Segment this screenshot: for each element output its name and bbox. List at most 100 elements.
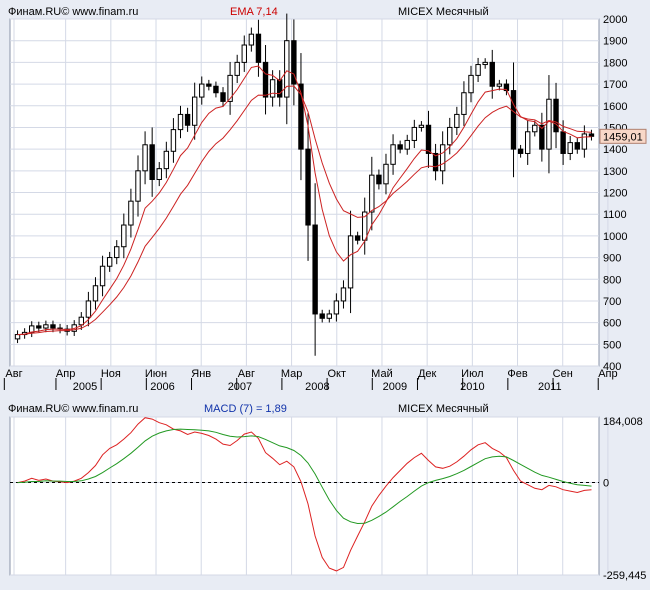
price-y-tick-label: 1400 <box>603 144 627 156</box>
candle <box>78 312 85 330</box>
candle <box>284 13 290 125</box>
candle-body <box>220 92 226 102</box>
candle <box>234 54 240 83</box>
candle-body <box>43 324 49 329</box>
candle-body <box>482 61 488 66</box>
x-month-label: Окт <box>328 368 347 380</box>
candle <box>319 309 325 323</box>
top-instrument-label: MICEX Месячный <box>398 6 489 18</box>
candle-body <box>546 98 552 150</box>
candle <box>383 153 389 195</box>
candle <box>532 120 538 137</box>
candle <box>524 120 531 165</box>
candle-body <box>425 124 432 154</box>
bottom-indicator-label: MACD (7) = 1,89 <box>204 403 287 415</box>
candle <box>468 65 474 103</box>
candle-body <box>170 129 177 152</box>
candle-body <box>439 144 446 172</box>
candle-body <box>255 33 262 63</box>
candle <box>142 131 148 185</box>
ema-fast-line <box>17 65 592 336</box>
candle-body <box>177 113 184 131</box>
candle-body <box>135 170 141 202</box>
price-y-axis: 4005006007008009001000110012001300140015… <box>603 14 627 373</box>
candle-body <box>418 124 425 128</box>
candle <box>36 321 42 333</box>
candle <box>567 136 573 161</box>
candle-body <box>326 313 332 319</box>
candle <box>85 291 92 327</box>
candle-body <box>291 40 297 85</box>
candle-body <box>468 74 474 94</box>
candle <box>326 309 332 323</box>
candle <box>447 117 453 155</box>
candle-body <box>567 142 573 154</box>
candle-body <box>163 150 170 170</box>
candle <box>170 118 177 163</box>
candle-body <box>397 144 403 150</box>
candle <box>305 113 311 261</box>
candle-body <box>524 131 531 154</box>
candle-body <box>496 83 503 87</box>
candle-body <box>85 300 92 318</box>
candle-body <box>404 139 410 150</box>
price-y-tick-label: 1300 <box>603 166 627 178</box>
time-x-axis: Авг Апр Ноя Июн Янв Авг Мар Окт Май Дек Июл Фев Сен А… <box>3 368 618 393</box>
candle <box>43 320 49 333</box>
x-year-label: 2011 <box>538 381 562 393</box>
candle-body <box>114 246 120 259</box>
candle-body <box>227 74 233 102</box>
candle <box>546 75 552 174</box>
candle <box>114 240 120 265</box>
last-price-badge-box <box>599 128 647 144</box>
candle-body <box>447 126 453 146</box>
candle-body <box>262 61 269 98</box>
x-month-label: Дек <box>418 368 437 380</box>
x-month-label: Июн <box>145 368 167 380</box>
candle-body <box>532 124 538 133</box>
candle <box>312 183 318 356</box>
macd-line <box>17 417 592 572</box>
price-y-tick-label: 700 <box>603 296 621 308</box>
candle-body <box>50 324 56 329</box>
candle-body <box>461 92 467 115</box>
candle <box>482 58 488 69</box>
candle-body <box>390 144 396 165</box>
candle <box>454 106 460 136</box>
candle-body <box>269 79 276 98</box>
top-indicator-label: EMA 7,14 <box>230 6 278 18</box>
candle <box>347 210 354 314</box>
macd-ymin-label: -259,445 <box>603 570 646 582</box>
candle <box>135 155 141 217</box>
candle-body <box>581 133 588 150</box>
candle <box>517 144 524 158</box>
candle-body <box>340 287 347 302</box>
candle-body <box>184 113 191 126</box>
candle-body <box>199 83 205 98</box>
candle-body <box>369 174 375 213</box>
candle <box>92 277 99 310</box>
macd-ymax-label: 184,008 <box>603 416 643 428</box>
candle-body <box>376 174 382 185</box>
candle-body <box>149 144 155 180</box>
macd-plot-area[interactable] <box>9 416 600 576</box>
candle <box>220 87 226 108</box>
price-y-tick-label: 1800 <box>603 57 627 69</box>
candle <box>539 112 545 162</box>
candle-body <box>248 33 255 46</box>
candle <box>206 79 212 91</box>
candle-body <box>319 313 325 319</box>
candle-body <box>284 40 290 98</box>
x-month-label: Апр <box>598 368 617 380</box>
candle-body <box>454 113 460 128</box>
candle <box>340 280 347 309</box>
candle <box>432 143 439 181</box>
candle <box>184 107 191 132</box>
candle <box>156 162 162 187</box>
candle <box>376 169 382 190</box>
price-y-tick-label: 1900 <box>603 36 627 48</box>
x-year-label: 2006 <box>150 381 174 393</box>
candle <box>581 125 588 158</box>
price-y-tick-label: 600 <box>603 318 621 330</box>
